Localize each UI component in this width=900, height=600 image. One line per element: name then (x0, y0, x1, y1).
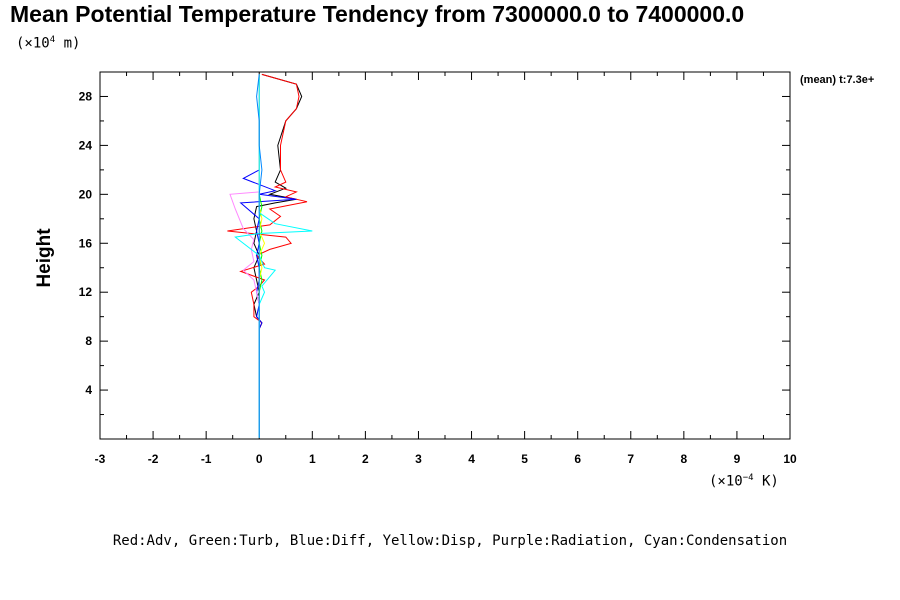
x-tick-label: -1 (201, 452, 212, 466)
time-annotation: (mean) t:7.3e+ (800, 74, 875, 86)
series-line (227, 73, 308, 438)
y-unit-exponent: 4 (49, 35, 56, 45)
x-tick-label: 5 (521, 452, 528, 466)
x-tick-label: -3 (95, 452, 106, 466)
y-tick-label: 28 (79, 89, 93, 103)
series-line (229, 74, 260, 438)
x-unit-multiplier: (×10 (709, 473, 743, 490)
x-tick-label: 3 (415, 452, 422, 466)
x-tick-label: 7 (627, 452, 634, 466)
x-tick-label: 10 (783, 452, 797, 466)
x-unit-exponent: −4 (742, 473, 754, 483)
y-tick-label: 12 (79, 285, 93, 299)
y-tick-label: 20 (79, 187, 93, 201)
x-tick-label: 4 (468, 452, 475, 466)
x-tick-label: 6 (574, 452, 581, 466)
x-unit-suffix: K) (753, 473, 779, 490)
series-layer (227, 73, 313, 438)
y-unit-suffix: m) (55, 35, 81, 52)
x-unit-label: (×10−4 K) (709, 473, 779, 490)
x-tick-label: 0 (256, 452, 263, 466)
x-tick-label: 8 (681, 452, 688, 466)
legend-text: Red:Adv, Green:Turb, Blue:Diff, Yellow:D… (112, 533, 788, 549)
y-tick-label: 8 (85, 334, 92, 348)
x-tick-label: 1 (309, 452, 316, 466)
x-tick-label: -2 (148, 452, 159, 466)
y-tick-label: 16 (79, 236, 93, 250)
y-unit-multiplier: (×10 (16, 35, 50, 52)
x-tick-label: 2 (362, 452, 369, 466)
y-tick-label: 24 (79, 138, 93, 152)
series-line (256, 74, 263, 438)
series-line (253, 73, 303, 438)
y-unit-label: (×104 m) (16, 35, 80, 52)
y-axis-title: Height (34, 228, 55, 288)
chart-title: Mean Potential Temperature Tendency from… (10, 1, 745, 27)
series-line (234, 74, 313, 438)
series-line (239, 74, 297, 438)
y-tick-label: 4 (85, 383, 92, 397)
plot-frame (99, 71, 791, 440)
x-tick-label: 9 (734, 452, 741, 466)
